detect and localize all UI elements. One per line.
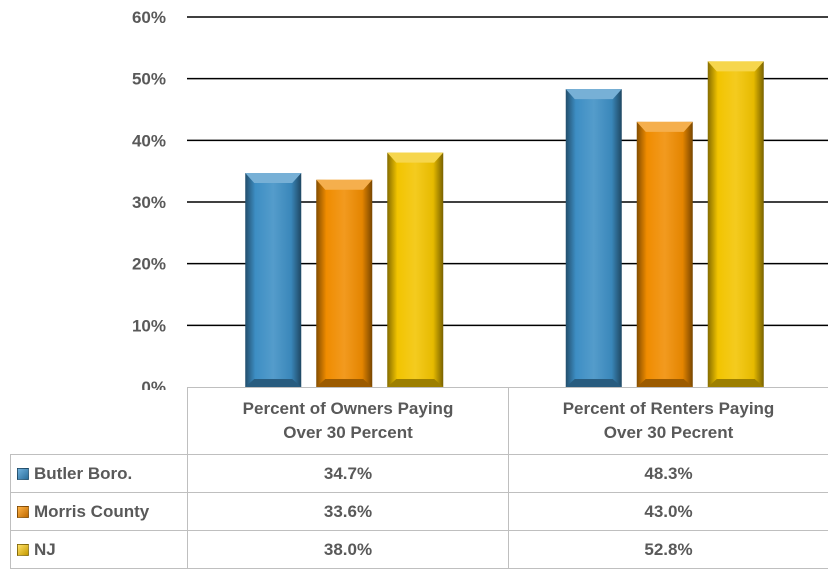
category-header-line: Percent of Owners Paying	[243, 399, 454, 418]
legend-key-blue	[17, 468, 29, 480]
table-row-morris: Morris County 33.6% 43.0%	[11, 493, 828, 531]
y-axis-ticks: 0%10%20%30%40%50%60%	[132, 8, 166, 390]
y-tick-label: 10%	[132, 316, 166, 335]
y-tick-label: 60%	[132, 8, 166, 27]
bar-chart: 0%10%20%30%40%50%60%	[0, 0, 828, 390]
legend-entry-morris: Morris County	[11, 493, 188, 531]
legend-label: Morris County	[34, 502, 149, 521]
category-header-line: Over 30 Pecrent	[604, 423, 733, 442]
bar	[387, 153, 443, 387]
table-corner	[11, 388, 188, 455]
bar	[637, 122, 693, 387]
bar	[566, 89, 622, 387]
legend-label: NJ	[34, 540, 56, 559]
legend-key-orange	[17, 506, 29, 518]
data-table: Percent of Owners Paying Over 30 Percent…	[10, 387, 828, 569]
data-label: 33.6%	[188, 493, 509, 531]
table-row-butler: Butler Boro. 34.7% 48.3%	[11, 455, 828, 493]
data-label: 34.7%	[188, 455, 509, 493]
data-label: 43.0%	[509, 493, 828, 531]
bar	[708, 61, 764, 387]
data-label: 38.0%	[188, 531, 509, 569]
category-header-renters: Percent of Renters Paying Over 30 Pecren…	[509, 388, 828, 455]
legend-entry-butler: Butler Boro.	[11, 455, 188, 493]
bar	[245, 173, 301, 387]
legend-key-yellow	[17, 544, 29, 556]
category-header-owners: Percent of Owners Paying Over 30 Percent	[188, 388, 509, 455]
bar	[316, 180, 372, 387]
table-row-nj: NJ 38.0% 52.8%	[11, 531, 828, 569]
y-tick-label: 50%	[132, 70, 166, 89]
y-tick-label: 30%	[132, 193, 166, 212]
category-header-line: Over 30 Percent	[283, 423, 412, 442]
legend-entry-nj: NJ	[11, 531, 188, 569]
category-header-line: Percent of Renters Paying	[563, 399, 775, 418]
legend-label: Butler Boro.	[34, 464, 132, 483]
data-label: 48.3%	[509, 455, 828, 493]
y-tick-label: 40%	[132, 131, 166, 150]
table-header-row: Percent of Owners Paying Over 30 Percent…	[11, 388, 828, 455]
y-tick-label: 20%	[132, 255, 166, 274]
bars	[245, 61, 764, 387]
data-label: 52.8%	[509, 531, 828, 569]
